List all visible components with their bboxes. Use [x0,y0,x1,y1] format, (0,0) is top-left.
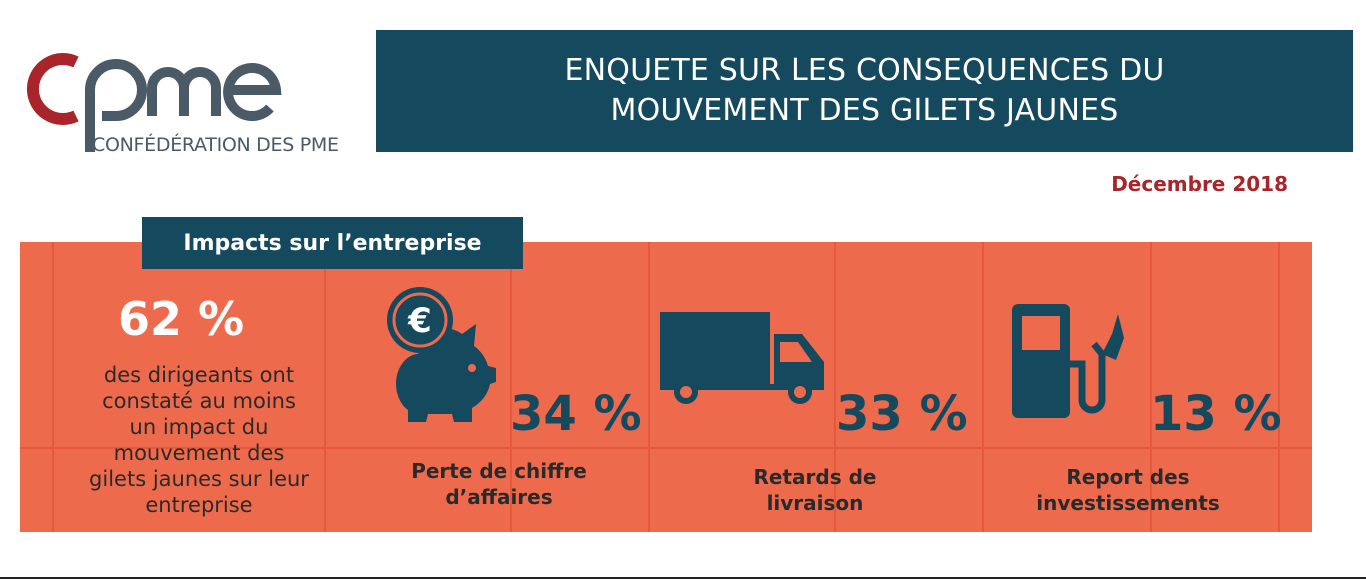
title-banner: ENQUETE SUR LES CONSEQUENCES DU MOUVEMEN… [376,30,1353,152]
impact-value-delivery: 33 % [836,386,968,442]
cpme-logo: CONFÉDÉRATION DES PME [18,44,358,164]
bottom-divider [0,577,1366,579]
fuel-pump-icon [1012,304,1124,418]
svg-text:€: € [407,301,432,341]
truck-icon [660,312,824,404]
impact-label-investment: Report des investissements [1036,465,1220,515]
headline-percentage: 62 % [118,292,245,346]
cpme-logo-mark [27,53,282,152]
impact-label-delivery: Retards de livraison [753,465,877,515]
impact-value-revenue: 34 % [510,386,642,442]
section-tab: Impacts sur l’entreprise [142,217,523,269]
title-line-2: MOUVEMENT DES GILETS JAUNES [610,93,1119,128]
piggy-bank-euro-icon: € [387,287,496,422]
report-date: Décembre 2018 [1111,172,1288,196]
title-line-1: ENQUETE SUR LES CONSEQUENCES DU [564,53,1165,88]
impact-value-investment: 13 % [1150,386,1282,442]
logo-subtitle: CONFÉDÉRATION DES PME [92,134,339,156]
impact-label-revenue: Perte de chiffre d’affaires [411,459,587,509]
headline-description: des dirigeants ont constaté au moins un … [89,363,309,517]
